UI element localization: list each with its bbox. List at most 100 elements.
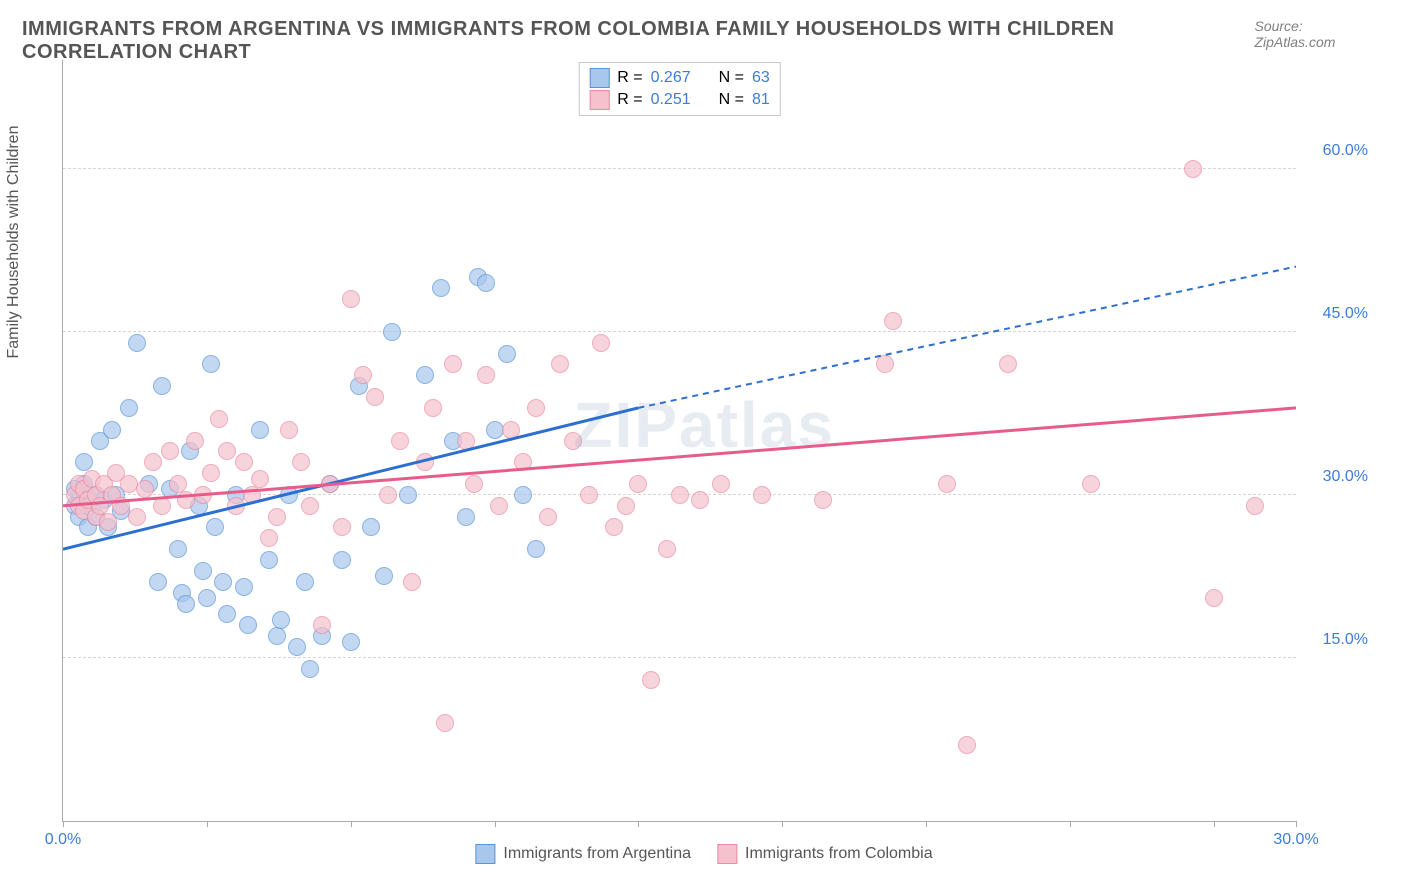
data-point	[629, 475, 647, 493]
x-tick	[638, 821, 639, 827]
data-point	[617, 497, 635, 515]
x-tick	[495, 821, 496, 827]
x-tick	[63, 821, 64, 827]
data-point	[876, 355, 894, 373]
data-point	[153, 377, 171, 395]
data-point	[313, 616, 331, 634]
data-point	[177, 491, 195, 509]
plot-region: ZIPatlas R = 0.267 N = 63 R = 0.251 N = …	[62, 60, 1296, 822]
data-point	[490, 497, 508, 515]
legend-row-argentina: R = 0.267 N = 63	[589, 67, 770, 89]
x-tick-label: 30.0%	[1273, 831, 1318, 849]
correlation-legend: R = 0.267 N = 63 R = 0.251 N = 81	[578, 62, 781, 116]
data-point	[194, 562, 212, 580]
data-point	[198, 589, 216, 607]
data-point	[712, 475, 730, 493]
data-point	[272, 611, 290, 629]
data-point	[539, 508, 557, 526]
data-point	[161, 442, 179, 460]
data-point	[424, 399, 442, 417]
data-point	[938, 475, 956, 493]
chart-source: Source: ZipAtlas.com	[1254, 18, 1378, 50]
data-point	[218, 442, 236, 460]
data-point	[75, 453, 93, 471]
data-point	[301, 660, 319, 678]
data-point	[333, 518, 351, 536]
data-point	[457, 508, 475, 526]
data-point	[144, 453, 162, 471]
data-point	[658, 540, 676, 558]
n-value-argentina: 63	[752, 69, 770, 87]
data-point	[120, 475, 138, 493]
data-point	[502, 421, 520, 439]
data-point	[379, 486, 397, 504]
data-point	[260, 551, 278, 569]
data-point	[1082, 475, 1100, 493]
legend-item-argentina: Immigrants from Argentina	[475, 844, 691, 864]
data-point	[580, 486, 598, 504]
x-tick	[926, 821, 927, 827]
n-value-colombia: 81	[752, 91, 770, 109]
data-point	[235, 578, 253, 596]
data-point	[375, 567, 393, 585]
data-point	[465, 475, 483, 493]
data-point	[383, 323, 401, 341]
data-point	[362, 518, 380, 536]
data-point	[206, 518, 224, 536]
data-point	[605, 518, 623, 536]
data-point	[243, 486, 261, 504]
swatch-argentina-icon	[475, 844, 495, 864]
chart-area: Family Households with Children ZIPatlas…	[22, 60, 1386, 872]
data-point	[296, 573, 314, 591]
data-point	[1246, 497, 1264, 515]
chart-title: IMMIGRANTS FROM ARGENTINA VS IMMIGRANTS …	[22, 18, 1254, 64]
r-value-argentina: 0.267	[651, 69, 691, 87]
x-tick	[1070, 821, 1071, 827]
data-point	[884, 312, 902, 330]
data-point	[333, 551, 351, 569]
data-point	[202, 464, 220, 482]
data-point	[1184, 160, 1202, 178]
data-point	[169, 475, 187, 493]
data-point	[280, 421, 298, 439]
data-point	[268, 627, 286, 645]
data-point	[251, 470, 269, 488]
data-point	[342, 290, 360, 308]
data-point	[202, 355, 220, 373]
data-point	[194, 486, 212, 504]
data-point	[366, 388, 384, 406]
data-point	[177, 595, 195, 613]
data-point	[671, 486, 689, 504]
data-point	[227, 497, 245, 515]
data-point	[527, 399, 545, 417]
data-point	[498, 345, 516, 363]
gridline	[63, 331, 1296, 332]
data-point	[592, 334, 610, 352]
data-point	[280, 486, 298, 504]
data-point	[301, 497, 319, 515]
data-point	[342, 633, 360, 651]
data-point	[99, 513, 117, 531]
watermark: ZIPatlas	[573, 388, 834, 462]
data-point	[186, 432, 204, 450]
swatch-colombia	[589, 90, 609, 110]
x-tick	[1296, 821, 1297, 827]
data-point	[354, 366, 372, 384]
x-tick	[207, 821, 208, 827]
data-point	[153, 497, 171, 515]
data-point	[642, 671, 660, 689]
r-value-colombia: 0.251	[651, 91, 691, 109]
data-point	[691, 491, 709, 509]
data-point	[753, 486, 771, 504]
y-tick-label: 45.0%	[1323, 305, 1368, 323]
y-axis-label: Family Households with Children	[5, 126, 23, 359]
y-tick-label: 30.0%	[1323, 468, 1368, 486]
data-point	[391, 432, 409, 450]
data-point	[260, 529, 278, 547]
data-point	[486, 421, 504, 439]
data-point	[399, 486, 417, 504]
data-point	[416, 366, 434, 384]
data-point	[239, 616, 257, 634]
x-tick	[1214, 821, 1215, 827]
data-point	[436, 714, 454, 732]
